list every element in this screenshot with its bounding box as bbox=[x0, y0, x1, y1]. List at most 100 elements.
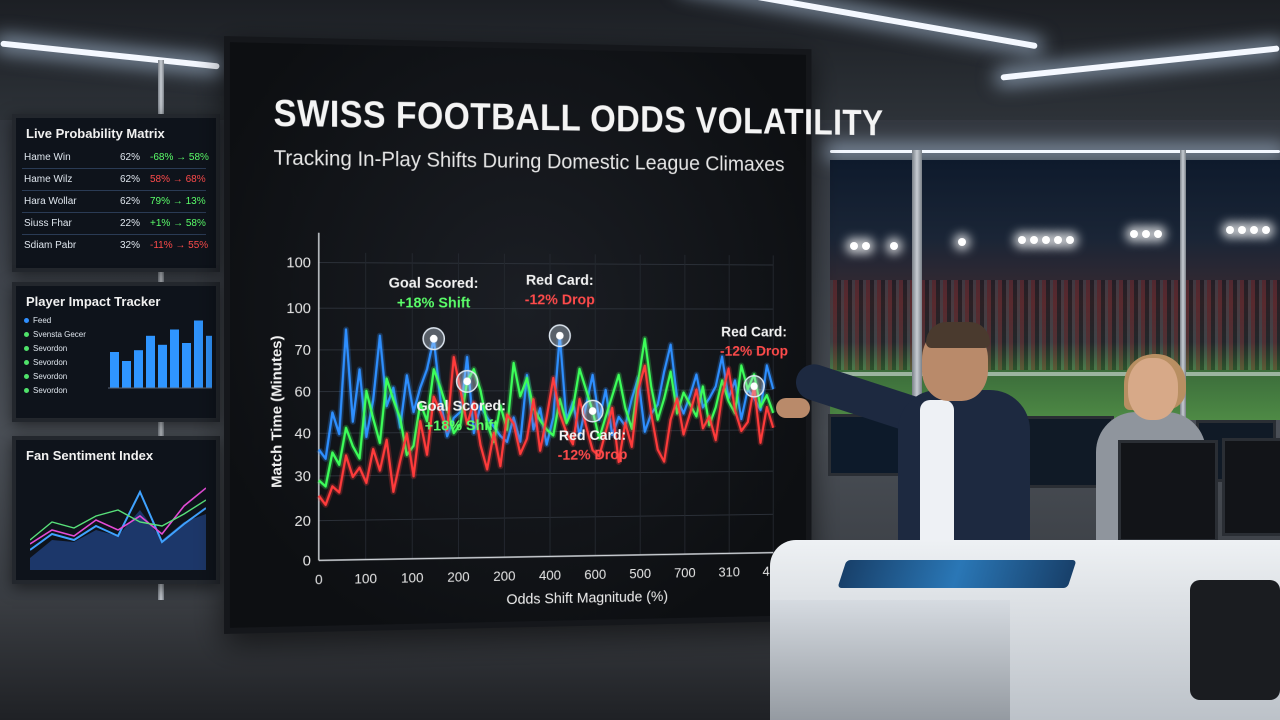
main-display: SWISS FOOTBALL ODDS VOLATILITY Tracking … bbox=[224, 36, 883, 634]
matrix-divider bbox=[22, 212, 206, 213]
matrix-shift: -11% → 55% bbox=[150, 240, 209, 251]
impact-bar bbox=[194, 320, 203, 388]
y-tick-label: 70 bbox=[295, 342, 311, 359]
annotation-label: Goal Scored: bbox=[416, 398, 506, 415]
panel-title: Live Probability Matrix bbox=[26, 126, 165, 141]
panel-title: Fan Sentiment Index bbox=[26, 448, 154, 463]
analyst-monitor bbox=[1118, 440, 1218, 542]
y-tick-label: 0 bbox=[303, 553, 311, 570]
presenter-hair bbox=[926, 322, 990, 348]
impact-row: Sevordon bbox=[24, 344, 67, 353]
event-marker-dot bbox=[556, 331, 564, 340]
event-marker-dot bbox=[588, 407, 597, 415]
matrix-label: Hara Wollar bbox=[24, 196, 77, 207]
matrix-label: Siuss Fhar bbox=[24, 218, 72, 229]
annotation-label: Red Card: bbox=[526, 272, 594, 289]
y-tick-label: 30 bbox=[295, 468, 311, 485]
matrix-label: Hame Wilz bbox=[24, 174, 73, 185]
event-marker-dot bbox=[750, 382, 758, 391]
x-tick-label: 100 bbox=[354, 570, 377, 586]
impact-tracker-panel: Player Impact Tracker Feed Svensta Gecer S… bbox=[12, 282, 220, 422]
matrix-value: 22% bbox=[120, 218, 141, 229]
impact-dot bbox=[24, 374, 29, 379]
grid-line-h bbox=[319, 514, 773, 520]
x-tick-label: 500 bbox=[629, 565, 651, 581]
probability-matrix-panel: Live Probability Matrix Hame Win 62% -68% … bbox=[12, 114, 220, 272]
annotation-value: -12% Drop bbox=[558, 447, 628, 464]
impact-row: Sevordon bbox=[24, 358, 67, 367]
matrix-value: 62% bbox=[120, 196, 141, 207]
impact-bar bbox=[110, 352, 119, 388]
impact-dot bbox=[24, 360, 29, 365]
impact-row: Sevordon bbox=[24, 372, 67, 381]
sentiment-line bbox=[30, 499, 206, 541]
x-tick-label: 200 bbox=[493, 568, 515, 584]
x-tick-label: 100 bbox=[401, 569, 424, 585]
impact-dot bbox=[24, 318, 29, 323]
y-tick-label: 40 bbox=[295, 425, 311, 442]
y-tick-label: 100 bbox=[286, 254, 311, 271]
y-tick-label: 60 bbox=[295, 384, 311, 401]
presenter bbox=[898, 390, 1030, 565]
sentiment-line bbox=[30, 489, 206, 551]
x-tick-label: 310 bbox=[718, 564, 740, 580]
annotation-value: -12% Drop bbox=[525, 292, 595, 309]
matrix-value: 32% bbox=[120, 240, 141, 251]
matrix-value: 62% bbox=[120, 174, 141, 185]
matrix-shift: -68% → 58% bbox=[150, 152, 209, 163]
ceiling-light bbox=[830, 150, 1280, 153]
matrix-shift: 79% → 13% bbox=[150, 196, 206, 207]
x-tick-label: 0 bbox=[315, 571, 323, 587]
matrix-row: Hara Wollar 62% 79% → 13% bbox=[24, 196, 206, 207]
impact-label: Sevordon bbox=[33, 344, 68, 353]
impact-bar-chart bbox=[108, 320, 212, 389]
annotation-value: +18% Shift bbox=[425, 417, 498, 434]
matrix-label: Sdiam Pabr bbox=[24, 240, 77, 251]
impact-dot bbox=[24, 332, 29, 337]
event-marker-dot bbox=[429, 334, 438, 343]
annotation-label: Goal Scored: bbox=[389, 275, 479, 292]
desk-front bbox=[770, 600, 1010, 720]
annotation-value: -12% Drop bbox=[720, 343, 788, 359]
y-axis-label: Match Time (Minutes) bbox=[269, 335, 286, 487]
annotation-label: Red Card: bbox=[721, 324, 787, 340]
grid-line-h bbox=[319, 349, 773, 350]
impact-bar bbox=[182, 343, 191, 388]
sentiment-panel: Fan Sentiment Index bbox=[12, 436, 220, 584]
event-marker bbox=[549, 325, 570, 346]
matrix-divider bbox=[22, 190, 206, 191]
sentiment-line bbox=[30, 487, 206, 545]
matrix-row: Hame Wilz 62% 58% → 68% bbox=[24, 174, 206, 185]
x-axis bbox=[319, 553, 773, 561]
analyst-monitor bbox=[1222, 438, 1280, 536]
stadium-crowd bbox=[830, 280, 1280, 370]
panel-title: Player Impact Tracker bbox=[26, 294, 161, 309]
matrix-row: Siuss Fhar 22% +1% → 58% bbox=[24, 218, 206, 229]
annotation-value: +18% Shift bbox=[397, 294, 470, 311]
odds-volatility-chart: 0 20 30 40 60 70 100 100 0 100 100 200 200 400 600 500 7… bbox=[269, 212, 788, 608]
impact-row: Sevordon bbox=[24, 386, 67, 395]
impact-row: Feed bbox=[24, 316, 51, 325]
matrix-divider bbox=[22, 234, 206, 235]
matrix-shift: 58% → 68% bbox=[150, 174, 206, 185]
stadium-window bbox=[830, 160, 1280, 420]
presenter-shirt bbox=[920, 400, 954, 550]
impact-bar bbox=[134, 350, 143, 388]
event-marker bbox=[457, 371, 478, 393]
x-tick-label: 600 bbox=[584, 566, 606, 582]
grid-line-h bbox=[319, 471, 773, 476]
sentiment-line-chart bbox=[30, 487, 206, 570]
impact-bar bbox=[122, 361, 131, 388]
impact-bar bbox=[146, 335, 155, 388]
x-axis-label: Odds Shift Magnitude (%) bbox=[506, 588, 668, 608]
matrix-shift: +1% → 58% bbox=[150, 218, 206, 229]
matrix-row: Sdiam Pabr 32% -11% → 55% bbox=[24, 240, 208, 251]
matrix-value: 62% bbox=[120, 152, 141, 163]
impact-row: Svensta Gecer bbox=[24, 330, 86, 339]
x-tick-label: 200 bbox=[447, 569, 470, 585]
desk-touchscreen bbox=[837, 560, 1077, 588]
pitch-line bbox=[830, 372, 1280, 376]
matrix-row: Hame Win 62% -68% → 58% bbox=[24, 152, 209, 163]
impact-label: Sevordon bbox=[33, 358, 68, 367]
